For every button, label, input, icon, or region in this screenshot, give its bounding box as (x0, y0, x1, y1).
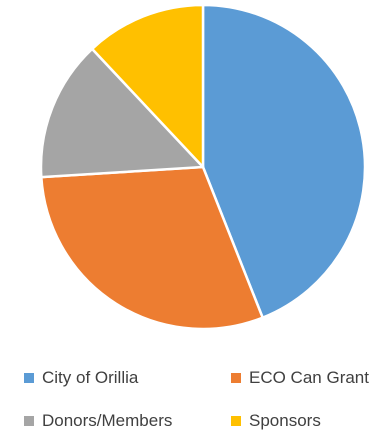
legend-label: Sponsors (249, 411, 321, 430)
legend-item-eco-can-grant: ECO Can Grant (231, 368, 369, 388)
legend-swatch (231, 373, 241, 383)
legend-label: Donors/Members (42, 411, 173, 430)
pie-slice-donors-members (39, 47, 205, 179)
legend-swatch (231, 416, 241, 426)
legend-swatch (24, 373, 34, 383)
legend-item-sponsors: Sponsors (231, 411, 321, 431)
pie-slice-eco-can-grant (40, 165, 264, 331)
legend-label: City of Orillia (42, 368, 139, 387)
legend-item-donors-members: Donors/Members (24, 411, 172, 431)
pie-chart (39, 3, 367, 331)
legend: City of Orillia ECO Can Grant Donors/Mem… (0, 358, 390, 433)
legend-label: ECO Can Grant (249, 368, 369, 387)
legend-item-city-of-orillia: City of Orillia (24, 368, 138, 388)
pie-slice-city-of-orillia (201, 3, 367, 319)
legend-swatch (24, 416, 34, 426)
pie-slice-sponsors (90, 3, 205, 169)
